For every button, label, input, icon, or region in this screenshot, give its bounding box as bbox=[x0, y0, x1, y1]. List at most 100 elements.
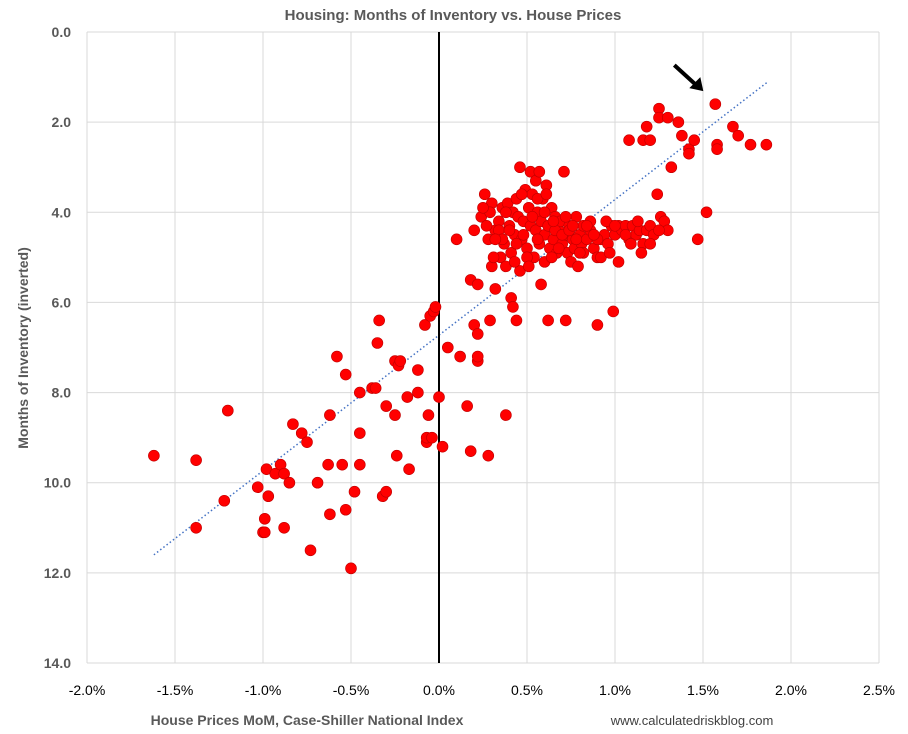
data-point bbox=[422, 409, 435, 421]
x-tick-label: -1.0% bbox=[245, 682, 282, 698]
arrow-head bbox=[689, 77, 704, 92]
grid bbox=[86, 31, 880, 664]
data-point bbox=[471, 328, 484, 340]
data-point bbox=[433, 391, 445, 403]
data-point bbox=[542, 314, 554, 327]
chart-title: Housing: Months of Inventory vs. House P… bbox=[285, 7, 622, 24]
data-point bbox=[500, 206, 512, 219]
data-point bbox=[573, 247, 586, 259]
data-point bbox=[688, 134, 701, 146]
data-point bbox=[547, 215, 560, 228]
data-point bbox=[371, 337, 384, 349]
data-point bbox=[394, 355, 407, 367]
data-point bbox=[380, 485, 393, 498]
data-point bbox=[258, 512, 271, 525]
y-tick-label: 0.0 bbox=[52, 24, 72, 40]
data-point bbox=[353, 386, 366, 399]
y-tick-labels: 0.0 2.0 4.0 6.0 8.0 10.0 12.0 14.0 bbox=[44, 24, 71, 671]
data-point bbox=[482, 449, 495, 462]
data-point bbox=[464, 445, 477, 457]
data-point bbox=[258, 526, 271, 539]
data-points bbox=[148, 98, 773, 575]
data-point bbox=[700, 206, 713, 219]
x-tick-label: -2.0% bbox=[69, 682, 106, 698]
data-point bbox=[635, 247, 648, 259]
data-point bbox=[390, 449, 403, 462]
data-point bbox=[478, 188, 491, 201]
x-tick-label: -0.5% bbox=[333, 682, 370, 698]
data-point bbox=[190, 521, 202, 534]
data-point bbox=[412, 364, 424, 376]
data-point bbox=[676, 129, 688, 142]
data-point bbox=[559, 210, 572, 223]
x-tick-label: 1.0% bbox=[599, 682, 631, 698]
data-point bbox=[222, 404, 234, 417]
data-point bbox=[625, 238, 637, 250]
source-credit: www.calculatedriskblog.com bbox=[610, 713, 774, 728]
data-point bbox=[531, 233, 544, 246]
data-point bbox=[632, 215, 644, 228]
data-point bbox=[339, 368, 352, 381]
data-point bbox=[480, 220, 493, 232]
y-tick-label: 10.0 bbox=[44, 475, 71, 491]
data-point bbox=[683, 147, 695, 160]
data-point bbox=[644, 134, 657, 146]
data-point bbox=[661, 111, 674, 124]
data-point bbox=[672, 116, 685, 128]
data-point bbox=[517, 229, 530, 241]
data-point bbox=[468, 224, 481, 237]
data-point bbox=[278, 467, 290, 480]
data-point bbox=[336, 458, 349, 471]
data-point bbox=[262, 490, 275, 503]
data-point bbox=[559, 314, 572, 327]
y-tick-label: 6.0 bbox=[52, 294, 72, 310]
y-tick-label: 2.0 bbox=[52, 114, 72, 130]
data-point bbox=[619, 229, 632, 241]
data-point bbox=[301, 436, 313, 448]
x-tick-label: 2.5% bbox=[863, 682, 895, 698]
data-point bbox=[304, 544, 317, 557]
x-tick-label: 1.5% bbox=[687, 682, 719, 698]
data-point bbox=[401, 391, 414, 403]
data-point bbox=[484, 314, 496, 327]
data-point bbox=[545, 251, 558, 264]
x-tick-label: 2.0% bbox=[775, 682, 807, 698]
data-point bbox=[540, 188, 553, 201]
data-point bbox=[665, 161, 678, 174]
data-point bbox=[533, 165, 546, 178]
data-point bbox=[403, 463, 415, 475]
trendline bbox=[153, 80, 769, 556]
data-point bbox=[461, 400, 473, 412]
data-point bbox=[324, 508, 336, 521]
y-tick-label: 8.0 bbox=[52, 385, 72, 401]
data-point bbox=[732, 129, 745, 142]
data-point bbox=[711, 143, 723, 155]
data-point bbox=[507, 301, 519, 313]
data-point bbox=[640, 120, 653, 133]
data-point bbox=[287, 418, 299, 430]
data-point bbox=[450, 233, 463, 246]
data-point bbox=[612, 256, 625, 268]
data-point bbox=[489, 233, 502, 246]
data-point bbox=[251, 481, 264, 494]
data-point bbox=[369, 382, 382, 394]
data-point bbox=[603, 247, 616, 259]
data-point bbox=[429, 301, 442, 313]
data-point bbox=[709, 98, 722, 110]
data-point bbox=[295, 427, 308, 439]
data-point bbox=[609, 220, 621, 232]
data-point bbox=[389, 409, 401, 421]
data-point bbox=[526, 210, 539, 223]
data-point bbox=[339, 503, 352, 516]
data-point bbox=[322, 458, 334, 471]
data-point bbox=[278, 521, 290, 534]
data-point bbox=[581, 220, 593, 232]
x-tick-label: 0.0% bbox=[423, 682, 455, 698]
data-point bbox=[500, 409, 512, 421]
y-tick-label: 12.0 bbox=[44, 565, 71, 581]
data-point bbox=[535, 278, 547, 291]
data-point bbox=[412, 386, 424, 399]
data-point bbox=[471, 350, 484, 363]
x-tick-labels: -2.0% -1.5% -1.0% -0.5% 0.0% 0.5% 1.0% 1.5% 2.0%… bbox=[69, 682, 895, 698]
data-point bbox=[477, 201, 489, 214]
